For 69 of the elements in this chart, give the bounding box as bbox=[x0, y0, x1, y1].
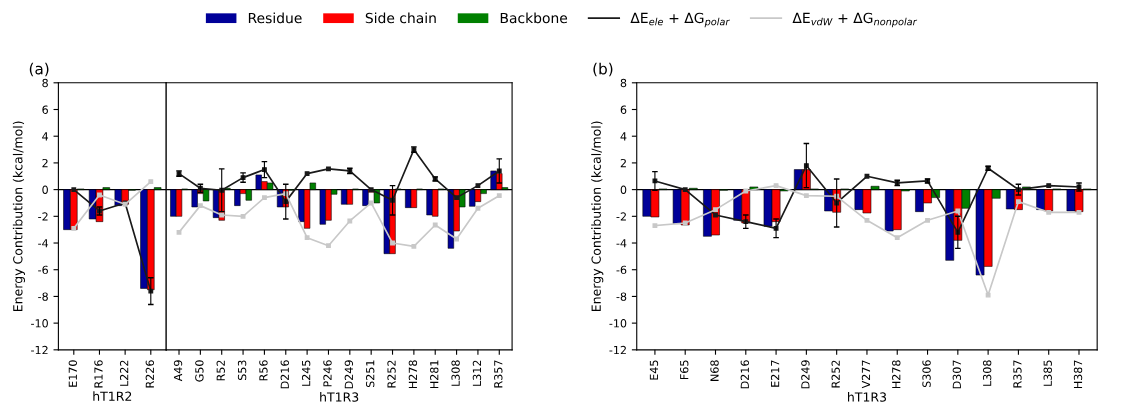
x-tick-label: S251 bbox=[365, 360, 375, 388]
x-tick-label: R357 bbox=[1013, 360, 1022, 388]
y-axis-title: Energy Contribution (kcal/mol) bbox=[591, 121, 604, 311]
x-tick-label: L245 bbox=[301, 360, 311, 386]
x-tick-label: D249 bbox=[344, 360, 354, 389]
x-tick-label: N68 bbox=[710, 360, 719, 381]
x-tick-label: H281 bbox=[430, 360, 439, 389]
x-tick-label: E45 bbox=[649, 360, 659, 380]
x-tick-label: R252 bbox=[831, 360, 840, 388]
x-tick-label: L222 bbox=[119, 360, 129, 386]
legend-label: ΔE$_{ele}$ + ΔG$_{polar}$ bbox=[630, 12, 730, 28]
y-tick-label: -8 bbox=[38, 292, 48, 301]
x-tick-label: H278 bbox=[892, 360, 901, 389]
x-axis-title: hT1R3 bbox=[848, 392, 887, 402]
legend-label: Side chain bbox=[365, 12, 436, 24]
y-tick-label: 0 bbox=[620, 185, 627, 194]
y-tick-label: 6 bbox=[42, 105, 48, 114]
x-tick-label: S53 bbox=[237, 360, 247, 381]
x-tick-label: D249 bbox=[801, 360, 810, 389]
x-tick-label: H387 bbox=[1073, 360, 1083, 389]
x-tick-label: D307 bbox=[952, 360, 962, 389]
x-tick-label: S306 bbox=[922, 360, 931, 388]
x-tick-label: A49 bbox=[173, 360, 183, 382]
x-tick-label: R252 bbox=[387, 360, 396, 388]
y-tick-label: -12 bbox=[31, 345, 48, 355]
x-axis-title: hT1R2 bbox=[93, 391, 132, 401]
chart-title: (a) bbox=[29, 62, 49, 77]
y-tick-label: -4 bbox=[616, 239, 627, 248]
x-tick-label: P246 bbox=[323, 360, 332, 387]
y-tick-label: -12 bbox=[609, 345, 626, 355]
y-tick-label: -10 bbox=[609, 319, 627, 328]
y-tick-label: -2 bbox=[38, 212, 48, 221]
y-tick-label: 8 bbox=[42, 78, 48, 88]
y-axis-title: Energy Contribution (kcal/mol) bbox=[12, 121, 25, 311]
x-tick-label: D216 bbox=[740, 360, 750, 389]
y-tick-label: 2 bbox=[42, 158, 48, 168]
y-tick-label: 0 bbox=[42, 185, 48, 194]
x-tick-label: R176 bbox=[94, 360, 103, 388]
x-tick-label: L308 bbox=[451, 360, 460, 386]
x-tick-label: G50 bbox=[195, 360, 204, 382]
x-axis-title: hT1R3 bbox=[320, 392, 359, 402]
y-tick-label: -6 bbox=[616, 265, 627, 275]
y-tick-label: 4 bbox=[42, 132, 49, 141]
x-tick-label: L312 bbox=[472, 360, 482, 386]
legend-label: Residue bbox=[248, 12, 302, 24]
y-tick-label: -4 bbox=[38, 239, 49, 248]
y-tick-label: -10 bbox=[31, 319, 48, 328]
chart-title: (b) bbox=[593, 62, 613, 77]
x-tick-label: E217 bbox=[770, 360, 780, 387]
y-tick-label: -6 bbox=[38, 265, 48, 275]
x-tick-label: L385 bbox=[1043, 360, 1052, 386]
x-tick-label: R52 bbox=[216, 360, 225, 381]
y-tick-label: 8 bbox=[620, 78, 627, 88]
legend-label: ΔE$_{vdW}$ + ΔG$_{nonpolar}$ bbox=[792, 12, 918, 28]
x-tick-label: D216 bbox=[280, 360, 289, 389]
x-tick-label: V277 bbox=[861, 360, 871, 389]
legend-label: Backbone bbox=[500, 12, 568, 24]
y-tick-label: -2 bbox=[616, 212, 626, 221]
y-tick-label: -8 bbox=[616, 292, 627, 301]
x-tick-label: R226 bbox=[145, 360, 155, 388]
x-tick-label: H278 bbox=[408, 360, 418, 389]
x-tick-label: E170 bbox=[68, 360, 78, 387]
x-tick-label: F65 bbox=[680, 360, 689, 379]
x-tick-label: R56 bbox=[259, 360, 268, 381]
y-tick-label: 4 bbox=[620, 132, 627, 141]
x-tick-label: R357 bbox=[494, 360, 503, 388]
y-tick-label: 2 bbox=[620, 158, 626, 168]
x-tick-label: L308 bbox=[982, 360, 992, 386]
y-tick-label: 6 bbox=[620, 105, 627, 114]
